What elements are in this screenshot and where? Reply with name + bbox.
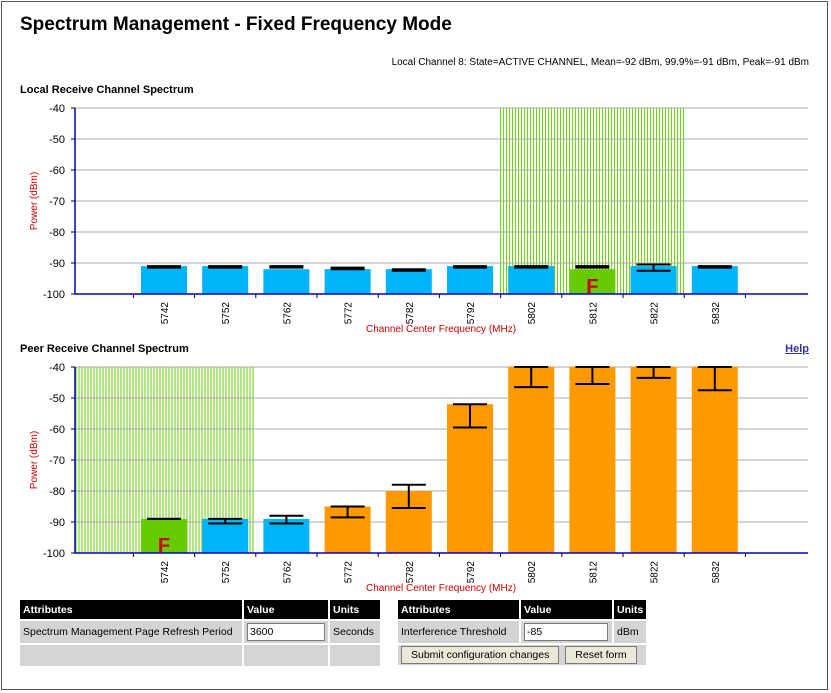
- x-tick-label: 5742: [160, 302, 171, 325]
- x-tick-label: 5782: [405, 561, 416, 584]
- bar-5752: [202, 266, 249, 294]
- x-tick-label: 5812: [588, 302, 599, 325]
- value-header: Value: [244, 600, 328, 619]
- x-tick-label: 5762: [282, 302, 293, 325]
- bar-5752: [202, 518, 249, 553]
- x-tick-label: 5782: [405, 302, 416, 325]
- value-header: Value: [521, 600, 612, 619]
- page-title: Spectrum Management - Fixed Frequency Mo…: [20, 14, 452, 35]
- help-link[interactable]: Help: [785, 343, 809, 355]
- empty-cell: [244, 645, 328, 666]
- bar-5742: [141, 266, 187, 294]
- x-tick-label: 5792: [466, 561, 477, 584]
- x-tick-label: 5832: [711, 302, 722, 325]
- y-tick-label: -70: [49, 196, 65, 208]
- x-tick-label: 5802: [527, 561, 538, 584]
- refresh-period-input[interactable]: [247, 623, 325, 641]
- y-tick-label: -80: [49, 486, 65, 498]
- bar-5792: [447, 404, 493, 553]
- bar-5792: [447, 266, 493, 294]
- refresh-settings-table: Attributes Value Units Spectrum Manageme…: [18, 598, 382, 668]
- y-tick-label: -90: [49, 517, 65, 529]
- units-header: Units: [614, 600, 647, 619]
- y-tick-label: -90: [49, 258, 65, 270]
- bar-5802: [508, 266, 555, 294]
- x-axis-title: Channel Center Frequency (MHz): [366, 324, 516, 335]
- x-tick-label: 5832: [711, 561, 722, 584]
- y-axis-title: Power (dBm): [29, 172, 40, 230]
- bar-5782: [385, 269, 432, 294]
- bar-5832: [691, 266, 738, 294]
- bar-5762: [263, 518, 310, 553]
- x-tick-label: 5772: [344, 561, 355, 584]
- y-tick-label: -50: [49, 134, 65, 146]
- empty-cell: [20, 645, 242, 666]
- y-tick-label: -60: [49, 165, 65, 177]
- x-tick-label: 5802: [527, 302, 538, 325]
- x-tick-label: 5822: [650, 561, 661, 584]
- interference-threshold-input[interactable]: [524, 623, 608, 641]
- bar-5742: [141, 518, 187, 553]
- bar-5762: [263, 269, 310, 294]
- y-tick-label: -60: [49, 424, 65, 436]
- local-spectrum-chart: -40 -50 -60 -70 -80 -90 -100 5742 5752 5762 5772 57…: [29, 103, 808, 335]
- y-tick-label: -80: [49, 227, 65, 239]
- x-tick-label: 5752: [221, 561, 232, 584]
- bar-5802: [508, 367, 555, 553]
- y-tick-label: -100: [43, 289, 65, 301]
- x-tick-label: 5822: [650, 302, 661, 325]
- fixed-frequency-marker: F: [586, 276, 598, 298]
- interference-threshold-units: dBm: [614, 621, 647, 643]
- x-tick-label: 5742: [160, 561, 171, 584]
- threshold-settings-table: Attributes Value Units Interference Thre…: [396, 598, 648, 667]
- reset-form-button[interactable]: Reset form: [565, 646, 637, 664]
- peer-spectrum-chart: -40 -50 -60 -70 -80 -90 -100 5742 5752 5762 5772 57…: [29, 362, 808, 594]
- empty-cell: [330, 645, 380, 666]
- status-line: Local Channel 8: State=ACTIVE CHANNEL, M…: [391, 57, 809, 68]
- refresh-period-units: Seconds: [330, 621, 380, 643]
- attributes-header: Attributes: [398, 600, 519, 619]
- x-tick-label: 5812: [588, 561, 599, 584]
- y-axis-title: Power (dBm): [29, 431, 40, 489]
- fixed-frequency-marker: F: [158, 535, 170, 557]
- bar-5772: [324, 269, 371, 294]
- y-tick-label: -40: [49, 362, 65, 374]
- y-tick-label: -100: [43, 548, 65, 560]
- y-tick-label: -70: [49, 455, 65, 467]
- attributes-header: Attributes: [20, 600, 242, 619]
- units-header: Units: [330, 600, 380, 619]
- peer-chart-heading: Peer Receive Channel Spectrum: [20, 343, 189, 355]
- y-tick-label: -50: [49, 393, 65, 405]
- submit-configuration-button[interactable]: Submit configuration changes: [401, 646, 560, 664]
- x-tick-label: 5792: [466, 302, 477, 325]
- bar-5832: [691, 367, 738, 553]
- refresh-period-label: Spectrum Management Page Refresh Period: [20, 621, 242, 643]
- x-tick-label: 5772: [344, 302, 355, 325]
- bar-5812: [569, 367, 616, 553]
- x-tick-label: 5752: [221, 302, 232, 325]
- y-tick-label: -40: [49, 103, 65, 115]
- interference-threshold-label: Interference Threshold: [398, 621, 519, 643]
- bar-5812: [569, 269, 616, 294]
- x-tick-label: 5762: [282, 561, 293, 584]
- x-axis-title: Channel Center Frequency (MHz): [366, 583, 516, 594]
- local-chart-heading: Local Receive Channel Spectrum: [20, 84, 194, 96]
- bar-5822: [630, 367, 677, 553]
